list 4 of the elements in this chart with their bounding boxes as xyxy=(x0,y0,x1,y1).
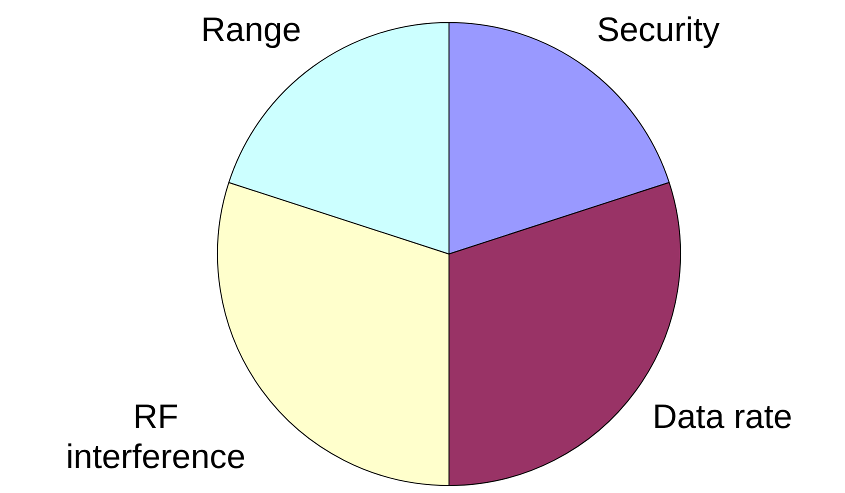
slice-label: Range xyxy=(200,10,302,49)
slice-label: Data rate xyxy=(652,398,792,436)
slice-label: RF interference xyxy=(66,398,246,476)
slice-label: Security xyxy=(596,10,720,49)
